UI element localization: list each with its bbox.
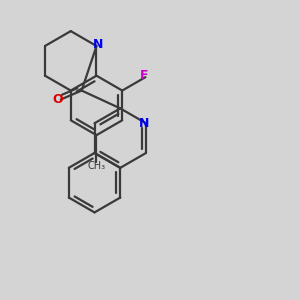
Text: N: N — [93, 38, 103, 51]
Text: O: O — [52, 93, 63, 106]
Text: F: F — [140, 69, 148, 82]
Text: CH₃: CH₃ — [87, 161, 106, 171]
Text: N: N — [139, 117, 150, 130]
